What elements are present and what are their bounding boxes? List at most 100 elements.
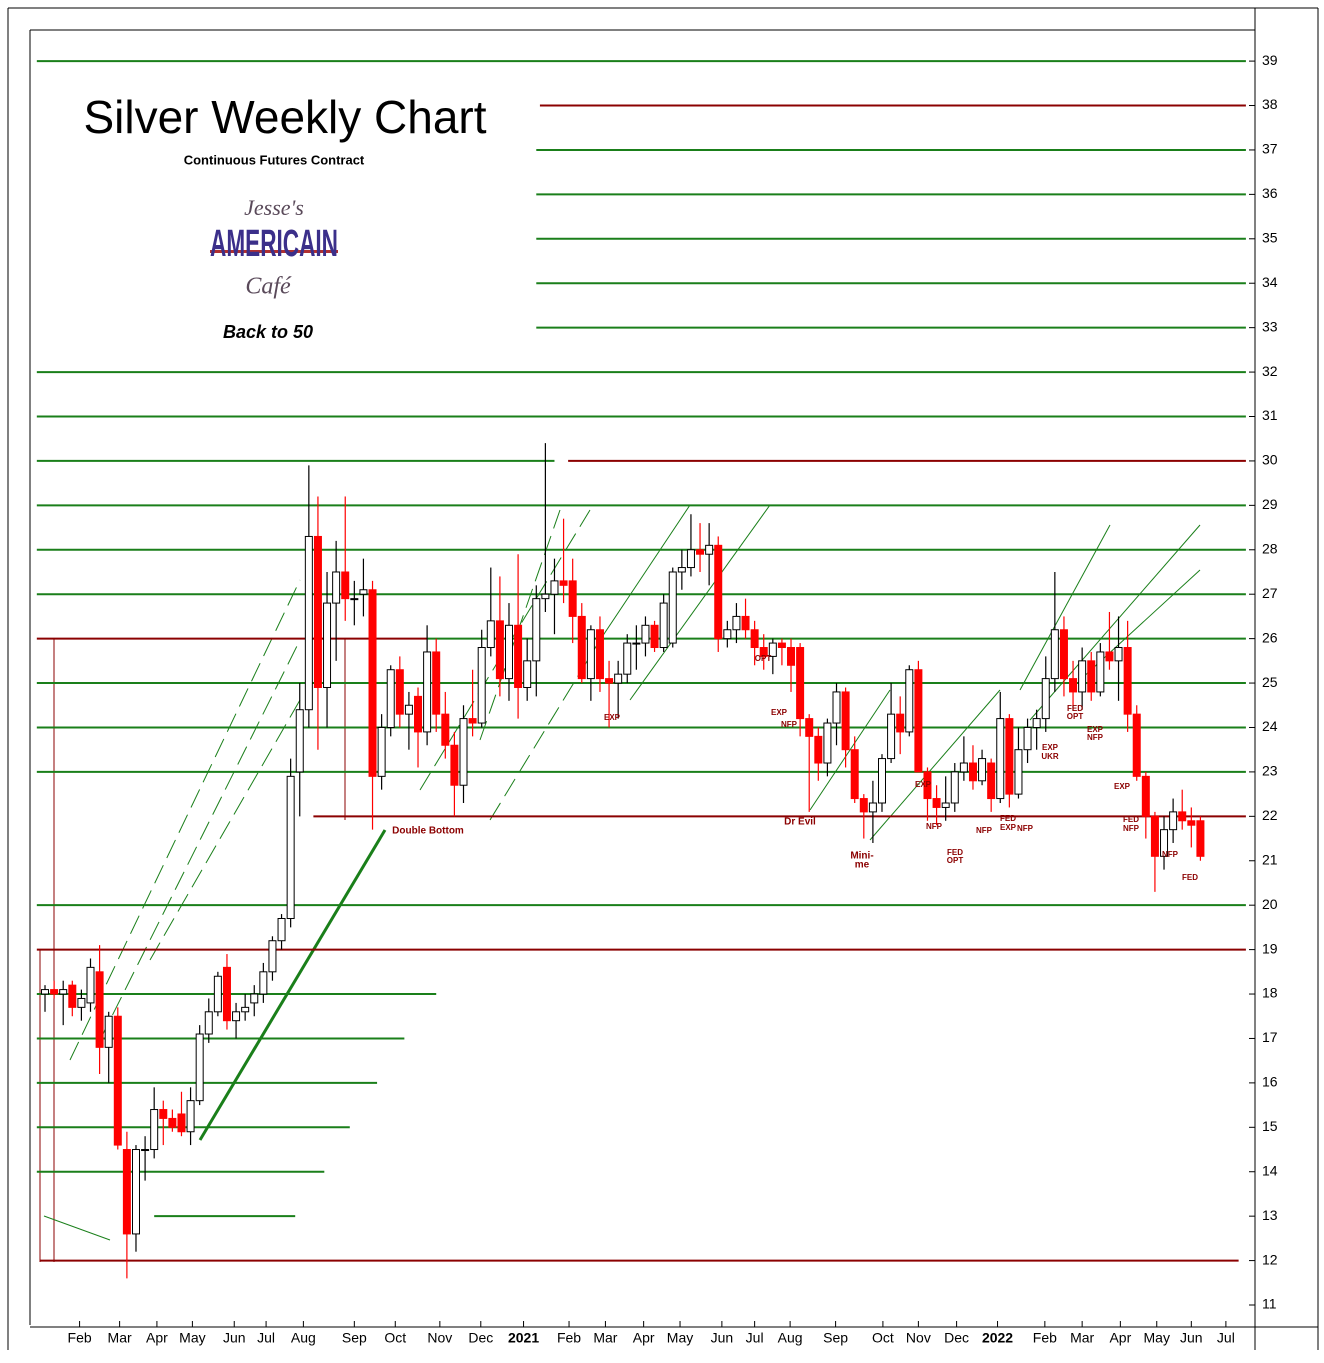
- candle-body: [923, 771, 932, 800]
- candle-body: [1169, 811, 1178, 831]
- y-tick-label: 17: [1262, 1029, 1278, 1045]
- y-tick-label: 26: [1262, 629, 1278, 645]
- annotation: NFP: [1087, 733, 1104, 742]
- annotation: NFP: [781, 720, 798, 729]
- candle-body: [896, 713, 905, 733]
- annotation: NFP: [926, 822, 943, 831]
- trend-line: [1019, 524, 1111, 691]
- candle-body: [714, 544, 723, 640]
- trend-line: [599, 504, 691, 641]
- candle-body: [1132, 713, 1141, 777]
- candle-body: [232, 1011, 241, 1022]
- candle-body: [368, 589, 377, 777]
- x-tick-label: Apr: [146, 1330, 168, 1346]
- y-tick-label: 36: [1262, 185, 1278, 201]
- candle-body: [404, 704, 413, 715]
- annotation: OPT: [1067, 712, 1084, 721]
- chart-subtitle: Continuous Futures Contract: [184, 152, 365, 167]
- candle-body: [659, 602, 668, 649]
- candle-body: [932, 798, 941, 808]
- candle-body: [914, 669, 923, 773]
- x-tick-label: Jul: [1217, 1330, 1235, 1346]
- candle-body: [68, 984, 77, 1008]
- annotation: NFP: [1162, 850, 1179, 859]
- y-tick-label: 38: [1262, 96, 1278, 112]
- candle-body: [814, 735, 823, 764]
- candle-body: [359, 589, 368, 595]
- candle-body: [577, 615, 586, 680]
- candle-body: [41, 989, 50, 995]
- candle-body: [95, 971, 104, 1048]
- candle-body: [77, 997, 86, 1008]
- annotation: FED: [1000, 814, 1016, 823]
- x-tick-label: Dec: [468, 1330, 493, 1346]
- y-tick-label: 28: [1262, 540, 1278, 556]
- y-tick-label: 20: [1262, 896, 1278, 912]
- candle-body: [568, 580, 577, 617]
- trend-line: [149, 699, 301, 961]
- candle-body: [1078, 660, 1087, 693]
- y-tick-label: 37: [1262, 141, 1278, 157]
- candle-body: [1050, 629, 1059, 680]
- candle-body: [686, 549, 695, 569]
- logo-stripe: [210, 250, 338, 253]
- logo-middle: AMERICAIN: [210, 223, 338, 265]
- candle-body: [787, 647, 796, 666]
- y-tick-label: 33: [1262, 318, 1278, 334]
- logo-top: Jesse's: [244, 195, 304, 220]
- x-tick-label: Apr: [1109, 1330, 1131, 1346]
- candle-body: [168, 1117, 177, 1128]
- candle-body: [759, 647, 768, 657]
- candle-body: [486, 620, 495, 649]
- candle-body: [195, 1033, 204, 1102]
- trend-line: [629, 504, 771, 701]
- annotation: FED: [947, 848, 963, 857]
- candle-body: [595, 629, 604, 680]
- candle-body: [623, 642, 632, 675]
- trend-lines: [39, 504, 1201, 1262]
- y-tick-label: 30: [1262, 452, 1278, 468]
- candle-body: [350, 598, 359, 601]
- annotation: FED: [1182, 873, 1198, 882]
- candle-body: [1005, 718, 1014, 795]
- y-tick-label: 14: [1262, 1162, 1278, 1178]
- annotation: OPT: [755, 654, 772, 663]
- candle-body: [614, 673, 623, 684]
- candle-body: [477, 647, 486, 724]
- annotation: EXP: [1042, 743, 1059, 752]
- candle-body: [1123, 647, 1132, 715]
- annotation: EXP: [1000, 823, 1017, 832]
- x-tick-label: Nov: [906, 1330, 931, 1346]
- chart-title: Silver Weekly Chart: [83, 91, 486, 143]
- candle-body: [941, 802, 950, 808]
- annotation: NFP: [1017, 824, 1034, 833]
- annotation: Double Bottom: [392, 826, 464, 837]
- x-tick-label: Apr: [633, 1330, 655, 1346]
- candle-body: [177, 1113, 186, 1133]
- annotation: EXP: [1114, 782, 1131, 791]
- candle-body: [1014, 749, 1023, 795]
- candle-body: [441, 713, 450, 746]
- candle-body: [677, 567, 686, 573]
- candle-body: [978, 758, 987, 782]
- candle-body: [650, 624, 659, 649]
- x-tick-label: May: [667, 1330, 693, 1346]
- annotation: OPT: [947, 856, 964, 865]
- annotation: FED: [1067, 704, 1083, 713]
- x-tick-label: Jun: [711, 1330, 734, 1346]
- candle-body: [823, 722, 832, 764]
- candle-body: [432, 651, 441, 715]
- candle-body: [1187, 820, 1196, 826]
- candle-body: [1141, 775, 1150, 817]
- candle-body: [332, 571, 341, 604]
- candle-body: [586, 629, 595, 680]
- candle-body: [241, 1006, 250, 1013]
- y-tick-label: 16: [1262, 1074, 1278, 1090]
- candle-body: [1069, 678, 1078, 693]
- candle-body: [832, 691, 841, 724]
- y-tick-label: 11: [1262, 1296, 1277, 1312]
- candle-body: [987, 762, 996, 800]
- candle-body: [1023, 726, 1032, 751]
- annotation: EXP: [1087, 725, 1104, 734]
- y-tick-label: 27: [1262, 585, 1278, 601]
